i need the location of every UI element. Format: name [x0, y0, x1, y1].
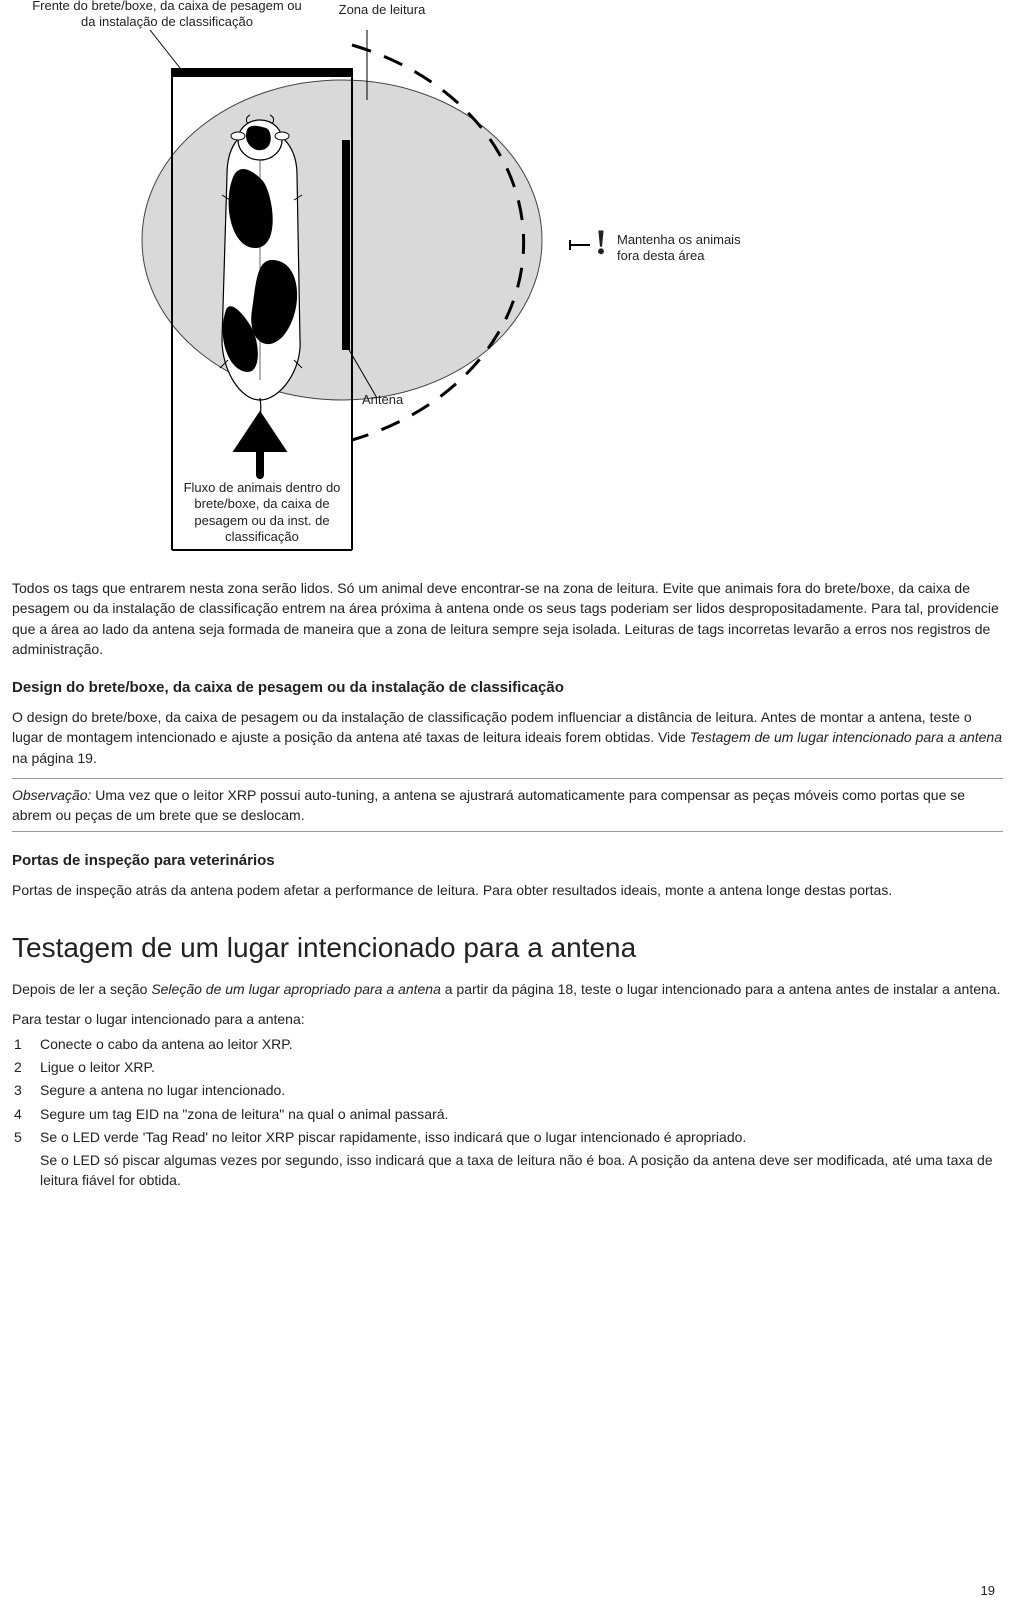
note-box: Observação: Uma vez que o leitor XRP pos…: [12, 778, 1003, 833]
label-keepout: Mantenha os animaisfora desta área: [617, 232, 777, 265]
step-text: Se o LED verde 'Tag Read' no leitor XRP …: [40, 1127, 1003, 1147]
step-row: 4Segure um tag EID na "zona de leitura" …: [12, 1104, 1003, 1124]
step-text: Conecte o cabo da antena ao leitor XRP.: [40, 1034, 1003, 1054]
heading-vet: Portas de inspeção para veterinários: [12, 850, 1003, 872]
paragraph-test-lead: Para testar o lugar intencionado para a …: [12, 1009, 1003, 1029]
step-row: 2Ligue o leitor XRP.: [12, 1057, 1003, 1077]
step-row: 5Se o LED verde 'Tag Read' no leitor XRP…: [12, 1127, 1003, 1147]
step-row: 3Segure a antena no lugar intencionado.: [12, 1080, 1003, 1100]
cow-illustration: [220, 115, 302, 420]
page-number: 19: [981, 1582, 995, 1601]
diagram-svg: [22, 0, 762, 570]
step-row: 1Conecte o cabo da antena ao leitor XRP.: [12, 1034, 1003, 1054]
label-antenna: Antena: [362, 392, 442, 408]
p-design-ref: Testagem de um lugar intencionado para a…: [690, 729, 1002, 745]
exclamation-icon: !: [595, 224, 607, 260]
paragraph-design: O design do brete/boxe, da caixa de pesa…: [12, 707, 1003, 768]
step-num: 5: [12, 1127, 40, 1147]
step-num: 4: [12, 1104, 40, 1124]
paragraph-vet: Portas de inspeção atrás da antena podem…: [12, 880, 1003, 900]
label-zone: Zona de leitura: [322, 2, 442, 18]
step-num: 1: [12, 1034, 40, 1054]
note-text: Observação: Uma vez que o leitor XRP pos…: [12, 785, 1003, 826]
steps-list: 1Conecte o cabo da antena ao leitor XRP.…: [12, 1034, 1003, 1191]
label-front: Frente do brete/boxe, da caixa de pesage…: [22, 0, 312, 31]
p-test-intro-ref: Seleção de um lugar apropriado para a an…: [151, 981, 441, 997]
label-flow: Fluxo de animais dentro dobrete/boxe, da…: [172, 480, 352, 545]
p-design-part2: na página 19.: [12, 750, 97, 766]
paragraph-zone: Todos os tags que entrarem nesta zona se…: [12, 578, 1003, 659]
heading-test: Testagem de um lugar intencionado para a…: [12, 928, 1003, 969]
step-text: Segure a antena no lugar intencionado.: [40, 1080, 1003, 1100]
paragraph-test-intro: Depois de ler a seção Seleção de um luga…: [12, 979, 1003, 999]
p-test-intro-1: Depois de ler a seção: [12, 981, 151, 997]
note-body: Uma vez que o leitor XRP possui auto-tun…: [12, 787, 965, 823]
step-text: Segure um tag EID na "zona de leitura" n…: [40, 1104, 1003, 1124]
step-num: 2: [12, 1057, 40, 1077]
p-test-intro-2: a partir da página 18, teste o lugar int…: [441, 981, 1001, 997]
step-num: 3: [12, 1080, 40, 1100]
note-prefix: Observação:: [12, 787, 91, 803]
step-text: Ligue o leitor XRP.: [40, 1057, 1003, 1077]
step-5-continuation: Se o LED só piscar algumas vezes por seg…: [40, 1150, 1003, 1191]
heading-design: Design do brete/boxe, da caixa de pesage…: [12, 677, 1003, 699]
diagram-container: Frente do brete/boxe, da caixa de pesage…: [22, 0, 762, 570]
